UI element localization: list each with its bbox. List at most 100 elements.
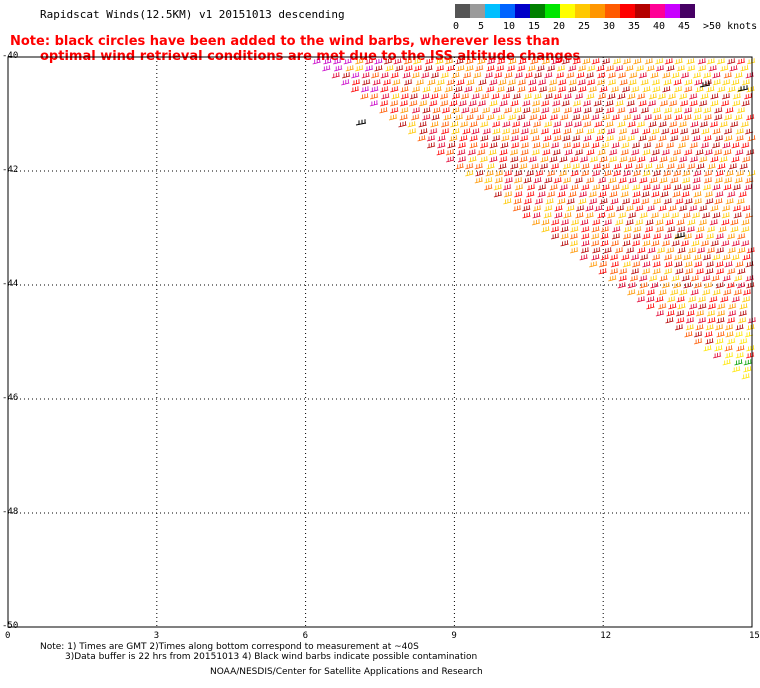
wind-barb: [607, 212, 616, 219]
wind-barb: [653, 114, 662, 121]
wind-barb: [609, 149, 618, 156]
wind-barb: [701, 128, 710, 135]
wind-barb: [455, 58, 464, 65]
wind-barb: [661, 282, 670, 289]
wind-barb: [632, 261, 641, 268]
wind-barb: [626, 100, 635, 107]
wind-barb: [677, 247, 686, 254]
wind-barb: [457, 142, 466, 149]
wind-barb: [575, 212, 584, 219]
wind-barb: [591, 226, 600, 233]
wind-barb: [591, 254, 600, 261]
wind-barb: [563, 93, 572, 100]
wind-barb: [504, 191, 513, 198]
wind-barb: [651, 191, 660, 198]
wind-barb: [715, 170, 724, 177]
wind-barb: [627, 93, 636, 100]
wind-barb: [672, 191, 681, 198]
wind-barb: [415, 79, 424, 86]
wind-barb: [665, 219, 674, 226]
wind-barb: [560, 114, 569, 121]
wind-barb: [482, 107, 491, 114]
wind-barb: [637, 156, 646, 163]
wind-barb: [614, 247, 624, 254]
wind-barb: [621, 198, 631, 205]
wind-barb: [550, 163, 560, 170]
wind-barb: [741, 100, 750, 107]
wind-barb: [365, 58, 374, 65]
wind-barb: [605, 65, 615, 72]
wind-barb: [470, 107, 479, 114]
wind-barb: [689, 156, 698, 163]
wind-barb: [545, 198, 554, 205]
wind-barb: [422, 114, 431, 121]
wind-barb: [727, 338, 736, 345]
wind-barb: [648, 121, 657, 128]
wind-barb: [696, 226, 705, 233]
wind-barb: [721, 212, 730, 219]
wind-barb: [655, 226, 664, 233]
wind-barb: [736, 86, 745, 93]
wind-barb: [562, 142, 571, 149]
wind-barb: [635, 219, 644, 226]
wind-barb: [574, 93, 584, 100]
wind-barb: [409, 100, 418, 107]
wind-barb: [411, 114, 420, 121]
wind-barb: [658, 303, 667, 310]
wind-barb: [364, 65, 374, 72]
wind-barb: [417, 135, 426, 142]
wind-barb: [615, 100, 624, 107]
wind-barb: [468, 156, 477, 163]
wind-barb: [642, 268, 651, 275]
wind-barb: [617, 135, 626, 142]
wind-barb: [682, 170, 691, 177]
wind-barb: [659, 177, 668, 184]
wind-barb: [600, 226, 609, 233]
wind-barb: [600, 254, 609, 261]
wind-barb: [633, 226, 642, 233]
wind-barb: [670, 135, 679, 142]
wind-barb: [730, 121, 739, 128]
wind-barb: [617, 282, 626, 289]
wind-barb: [550, 226, 560, 233]
wind-barb: [717, 86, 726, 93]
wind-barb: [730, 219, 739, 226]
wind-barb: [591, 142, 600, 149]
wind-barb: [514, 191, 523, 198]
wind-barb: [595, 135, 604, 142]
wind-barb: [476, 114, 485, 121]
wind-barb: [713, 352, 722, 359]
wind-barb: [674, 86, 683, 93]
wind-barb: [475, 65, 484, 72]
wind-barb: [728, 303, 737, 310]
wind-barb: [727, 58, 736, 65]
wind-barb: [663, 107, 673, 114]
wind-barb: [714, 345, 723, 352]
wind-barb: [674, 58, 683, 65]
wind-barb: [695, 324, 704, 331]
wind-barb: [413, 65, 422, 72]
wind-barb: [664, 261, 673, 268]
wind-barb: [488, 149, 497, 156]
wind-barb: [529, 114, 538, 121]
wind-barb: [596, 65, 605, 72]
wind-barb: [493, 184, 502, 191]
wind-barb: [622, 170, 631, 177]
legend-label: >50 knots: [703, 21, 758, 32]
wind-barb: [520, 128, 529, 135]
wind-barb: [543, 212, 552, 219]
wind-barb: [622, 240, 631, 247]
wind-barb: [669, 156, 678, 163]
wind-barb: [721, 100, 730, 107]
wind-barb: [576, 205, 585, 212]
wind-barb: [739, 338, 748, 345]
wind-barb: [605, 107, 615, 114]
wind-barb: [542, 149, 551, 156]
wind-barb: [671, 72, 680, 79]
x-tick-label: 3: [153, 631, 160, 641]
legend-swatch: [455, 4, 470, 18]
wind-barb: [632, 184, 641, 191]
wind-barb: [568, 65, 577, 72]
wind-barb: [520, 135, 529, 142]
wind-barb: [514, 72, 523, 79]
